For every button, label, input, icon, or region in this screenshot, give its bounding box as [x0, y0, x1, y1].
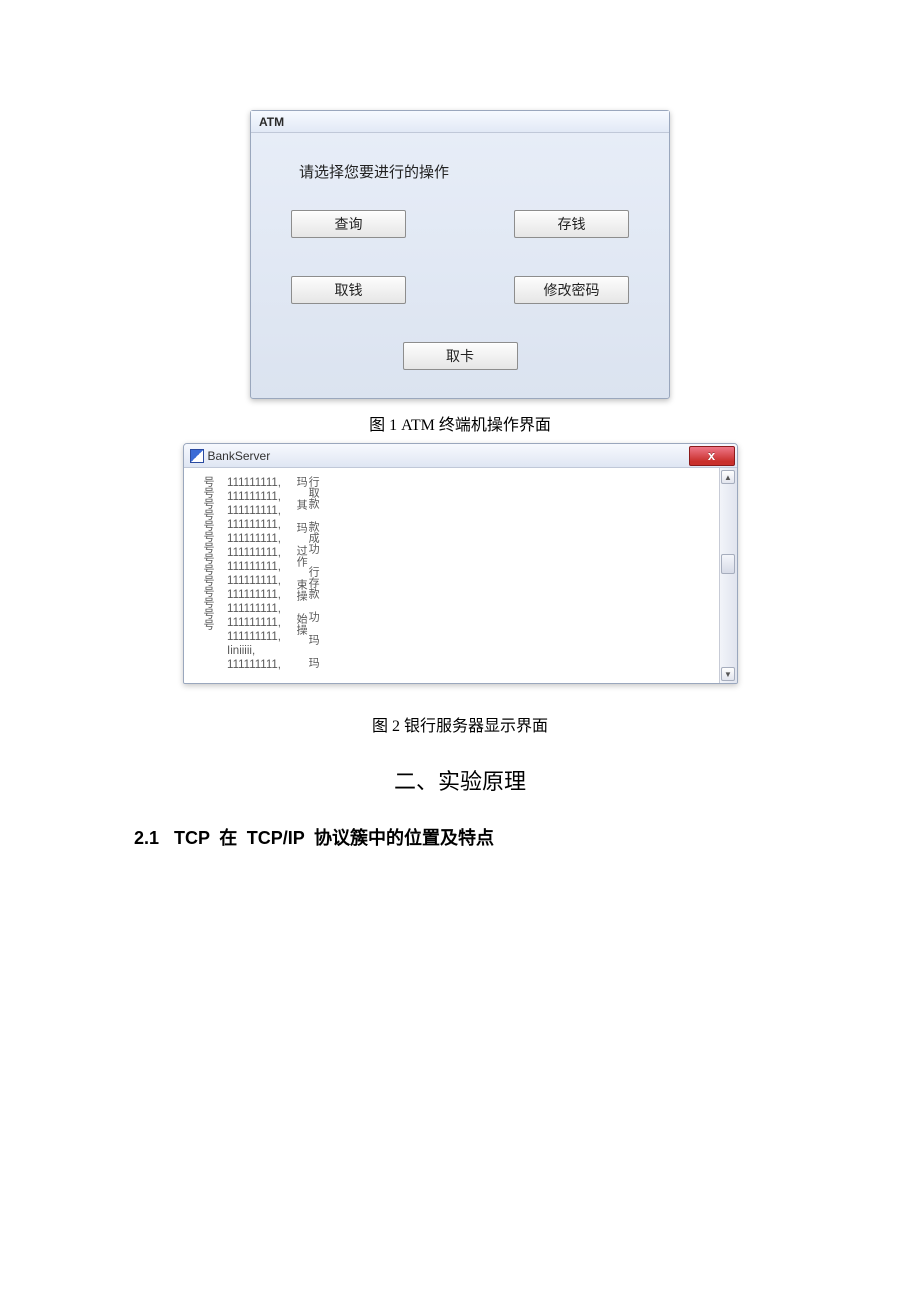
- bankserver-window: BankServer x 号号号号号号号号号号号号号号 111111111, 1…: [183, 443, 738, 684]
- bankserver-title: BankServer: [208, 449, 271, 463]
- bankserver-log-area: 号号号号号号号号号号号号号号 111111111, 111111111, 111…: [184, 468, 719, 683]
- figure-2-caption: 图 2 银行服务器显示界面: [130, 712, 790, 736]
- atm-row-1: 查询 存钱: [281, 210, 639, 238]
- figure-1-caption: 图 1 ATM 终端机操作界面: [130, 411, 790, 435]
- scroll-up-button[interactable]: ▲: [721, 470, 735, 484]
- scroll-thumb[interactable]: [721, 554, 735, 574]
- atm-body: 请选择您要进行的操作 查询 存钱 取钱 修改密码 取卡: [251, 133, 669, 398]
- h2-part-en1: TCP: [174, 828, 210, 848]
- h2-number: 2.1: [134, 828, 159, 848]
- close-button[interactable]: x: [689, 446, 735, 466]
- document-page: ATM 请选择您要进行的操作 查询 存钱 取钱 修改密码 取卡 图 1 ATM …: [0, 0, 920, 850]
- scroll-track[interactable]: [721, 486, 735, 665]
- section-heading-1: 二、实验原理: [130, 764, 790, 796]
- close-icon: x: [708, 448, 715, 463]
- eject-card-button[interactable]: 取卡: [403, 342, 518, 370]
- deposit-button[interactable]: 存钱: [514, 210, 629, 238]
- change-password-button[interactable]: 修改密码: [514, 276, 629, 304]
- atm-row-2: 取钱 修改密码: [281, 276, 639, 304]
- atm-titlebar: ATM: [251, 111, 669, 133]
- bankserver-titlebar: BankServer x: [184, 444, 737, 468]
- log-numbers-col: 111111111, 111111111, 111111111, 1111111…: [227, 476, 281, 672]
- section-heading-2: 2.1 TCP 在 TCP/IP 协议簇中的位置及特点: [134, 824, 790, 850]
- h2-part-en2: TCP/IP: [247, 828, 305, 848]
- bankserver-body: 号号号号号号号号号号号号号号 111111111, 111111111, 111…: [184, 468, 737, 683]
- query-button[interactable]: 查询: [291, 210, 406, 238]
- chevron-up-icon: ▲: [724, 473, 732, 482]
- app-icon: [190, 449, 204, 463]
- h2-part-cn1: 在: [215, 828, 242, 848]
- log-right-col: 行取款 款成功 行存款 功 玛 玛 玛 其 玛 过作 束操 始操: [295, 476, 319, 675]
- atm-title: ATM: [259, 115, 284, 129]
- log-left-col: 号号号号号号号号号号号号号号: [202, 476, 214, 630]
- atm-row-3: 取卡: [281, 342, 639, 370]
- scroll-down-button[interactable]: ▼: [721, 667, 735, 681]
- atm-window: ATM 请选择您要进行的操作 查询 存钱 取钱 修改密码 取卡: [250, 110, 670, 399]
- vertical-scrollbar[interactable]: ▲ ▼: [719, 468, 737, 683]
- bankserver-title-group: BankServer: [190, 449, 271, 463]
- atm-prompt: 请选择您要进行的操作: [299, 161, 639, 182]
- h2-part-cn2: 协议簇中的位置及特点: [309, 828, 494, 848]
- chevron-down-icon: ▼: [724, 670, 732, 679]
- withdraw-button[interactable]: 取钱: [291, 276, 406, 304]
